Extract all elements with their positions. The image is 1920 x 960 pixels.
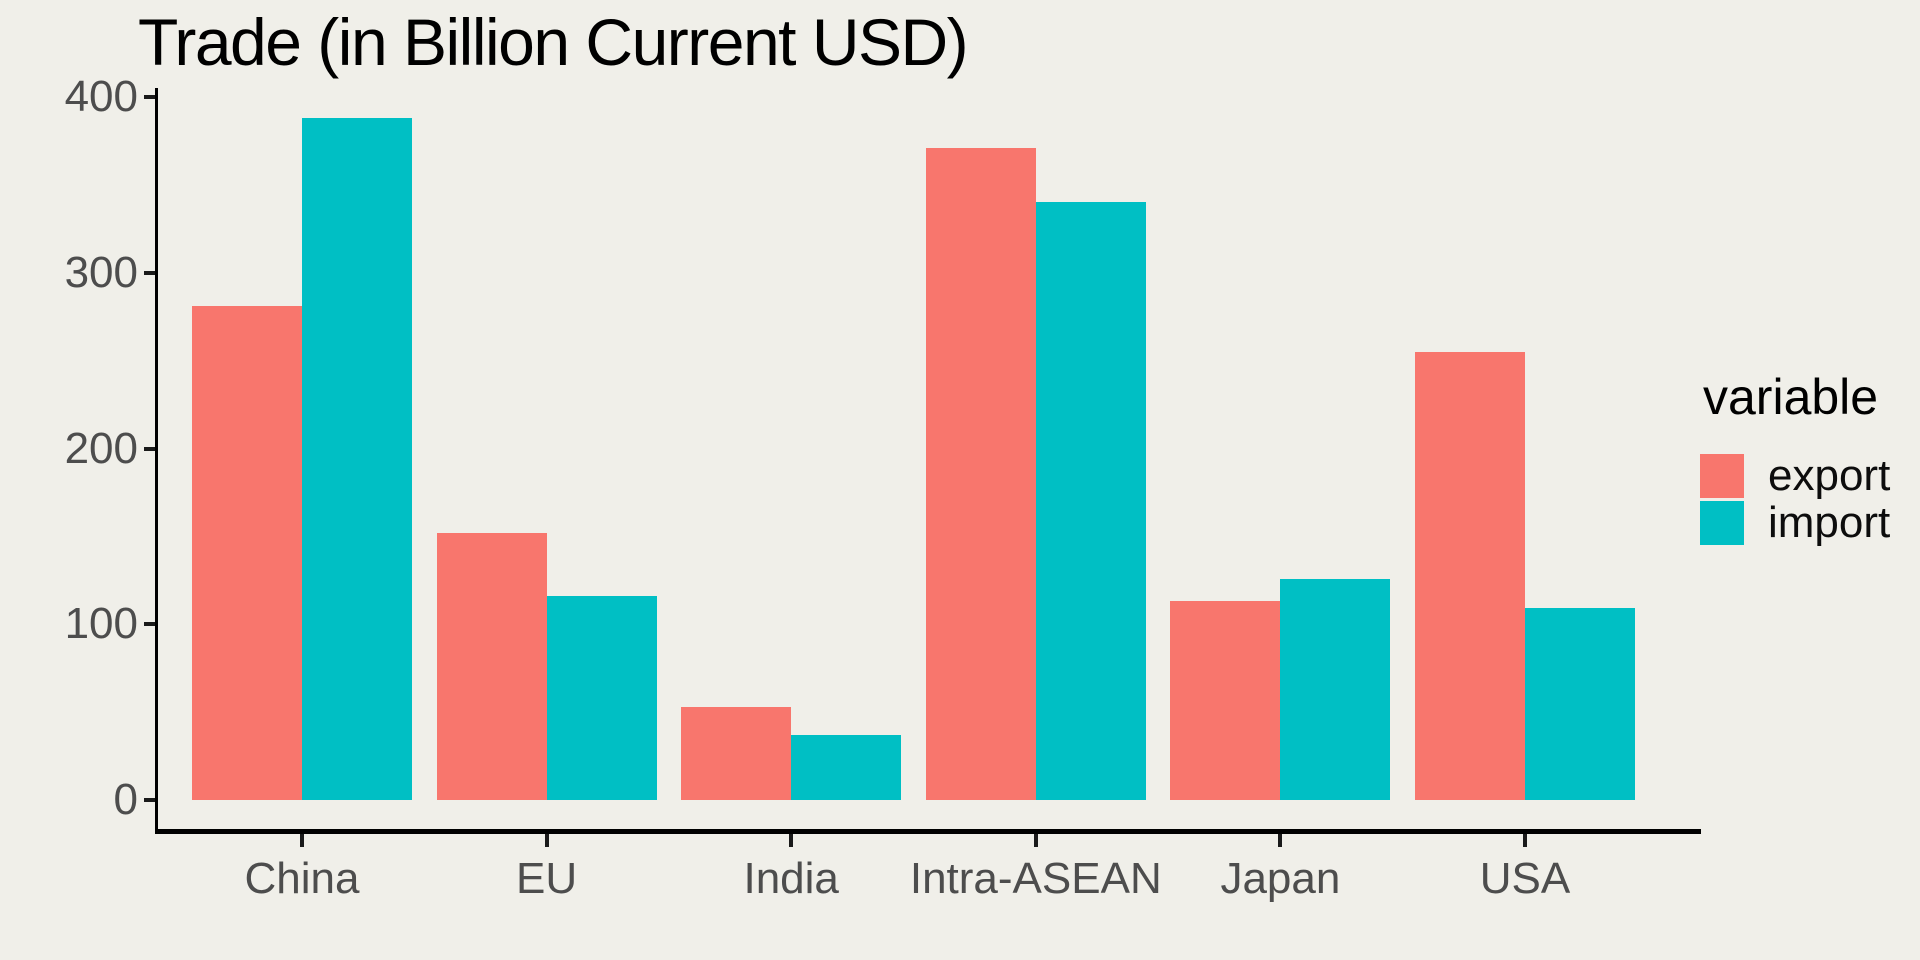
bar-import-china — [302, 118, 412, 800]
bar-import-india — [791, 735, 901, 800]
legend-label-import: import — [1768, 497, 1891, 547]
x-tick-india — [789, 834, 794, 847]
bar-export-japan — [1170, 601, 1280, 800]
y-tick-label-200: 200 — [64, 423, 138, 473]
x-tick-intra-asean — [1033, 834, 1038, 847]
y-tick-label-300: 300 — [64, 247, 138, 297]
legend: variable export import — [1700, 368, 1891, 547]
y-tick-label-400: 400 — [64, 72, 138, 121]
x-category-label-eu: EU — [516, 854, 578, 903]
bar-export-india — [681, 707, 791, 800]
bar-import-japan — [1280, 579, 1390, 800]
legend-label-export: export — [1768, 450, 1891, 500]
x-tick-china — [300, 834, 304, 847]
bar-import-usa — [1525, 608, 1635, 800]
x-category-label-usa: USA — [1479, 854, 1571, 903]
legend-entry-export: export — [1700, 450, 1891, 500]
legend-swatch-export — [1700, 453, 1744, 498]
x-category-label-japan: Japan — [1220, 854, 1341, 903]
legend-entry-import: import — [1700, 497, 1891, 547]
y-axis-line — [155, 88, 158, 834]
bar-import-eu — [547, 596, 657, 800]
x-tick-japan — [1278, 834, 1283, 847]
y-tick-label-100: 100 — [64, 599, 138, 649]
y-tick-100 — [144, 622, 155, 627]
y-tick-label-0: 0 — [113, 775, 138, 824]
y-tick-300 — [144, 270, 155, 275]
legend-title: variable — [1703, 369, 1879, 425]
bar-export-china — [192, 306, 302, 800]
x-category-label-india: India — [743, 854, 839, 903]
x-category-label-intra-asean: Intra-ASEAN — [909, 854, 1162, 903]
y-tick-0 — [144, 798, 155, 802]
y-tick-400 — [144, 95, 155, 99]
x-tick-usa — [1523, 834, 1527, 847]
legend-swatch-import — [1700, 500, 1744, 545]
bar-export-usa — [1415, 352, 1525, 800]
chart-title: Trade (in Billion Current USD) — [138, 5, 969, 79]
x-tick-eu — [544, 834, 549, 847]
y-tick-200 — [144, 446, 155, 451]
x-category-label-china: China — [244, 854, 360, 903]
bar-export-eu — [437, 533, 547, 800]
legend-entries: export import — [1700, 450, 1891, 547]
bar-export-intra-asean — [926, 148, 1036, 800]
bar-import-intra-asean — [1036, 202, 1146, 800]
x-axis-line — [155, 829, 1701, 834]
